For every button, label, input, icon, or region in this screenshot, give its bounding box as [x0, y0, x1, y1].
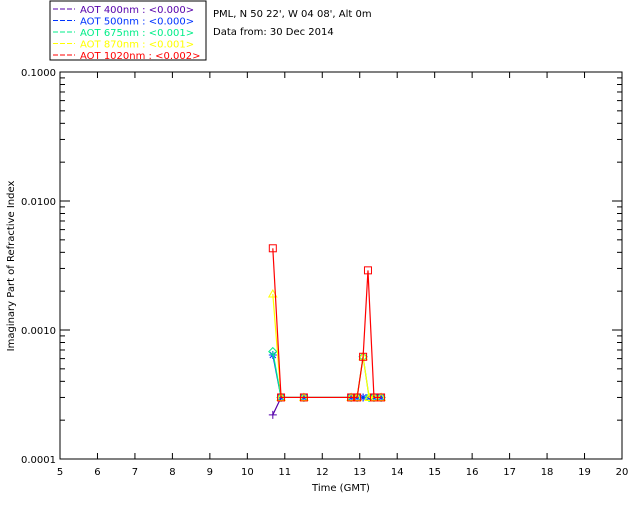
x-tick-label: 10 — [241, 467, 254, 478]
x-tick-label: 8 — [169, 467, 175, 478]
legend: AOT 400nm : <0.000>AOT 500nm : <0.000>AO… — [53, 5, 200, 62]
data-point — [359, 393, 368, 402]
y-tick-label: 0.1000 — [21, 68, 56, 79]
legend-entry: AOT 1020nm : <0.002> — [80, 51, 200, 62]
series — [267, 289, 386, 401]
x-tick-label: 20 — [616, 467, 629, 478]
legend-box — [49, 0, 207, 61]
series-line — [272, 293, 382, 399]
data-point — [277, 393, 286, 402]
series — [268, 351, 386, 402]
legend-entry: AOT 675nm : <0.001> — [80, 28, 194, 39]
series-group — [267, 244, 386, 419]
data-point — [268, 244, 277, 253]
x-tick-label: 6 — [94, 467, 100, 478]
x-tick-label: 16 — [466, 467, 479, 478]
data-point — [268, 346, 278, 357]
legend-entry: AOT 870nm : <0.001> — [80, 40, 194, 51]
data-point — [347, 393, 356, 402]
chart-title-line-2: Data from: 30 Dec 2014 — [213, 27, 334, 38]
series — [268, 346, 386, 403]
x-axis-label: Time (GMT) — [311, 483, 370, 494]
x-tick-label: 9 — [207, 467, 213, 478]
y-axis-label: Imaginary Part of Refractive Index — [6, 181, 17, 352]
x-tick-label: 15 — [428, 467, 441, 478]
x-tick-label: 12 — [316, 467, 329, 478]
axes: 5 6 7 8 9 10 11 12 13 14 15 16 17 18 19 20 0.0001 0.0010 0… — [21, 68, 628, 478]
x-tick-label: 17 — [503, 467, 516, 478]
data-point — [268, 410, 277, 419]
y-tick-label: 0.0010 — [21, 326, 56, 337]
x-tick-label: 14 — [391, 467, 404, 478]
y-tick-label: 0.0001 — [21, 455, 56, 466]
series — [268, 244, 386, 402]
plot-area — [59, 71, 623, 460]
data-point — [377, 393, 386, 402]
data-point — [353, 393, 362, 402]
series-line — [272, 248, 382, 399]
data-point — [299, 393, 308, 402]
legend-entry: AOT 400nm : <0.000> — [80, 5, 194, 16]
data-point — [363, 266, 372, 275]
y-tick-label: 0.0100 — [21, 197, 56, 208]
x-tick-label: 5 — [57, 467, 63, 478]
series-line — [272, 354, 382, 399]
data-point — [364, 392, 374, 401]
legend-entry: AOT 500nm : <0.000> — [80, 17, 194, 28]
x-tick-label: 7 — [132, 467, 138, 478]
x-tick-label: 18 — [541, 467, 554, 478]
chart-title-line-1: PML, N 50 22', W 04 08', Alt 0m — [213, 9, 372, 20]
x-tick-label: 11 — [278, 467, 291, 478]
data-point — [359, 352, 368, 361]
x-tick-label: 19 — [578, 467, 591, 478]
x-tick-label: 13 — [353, 467, 366, 478]
